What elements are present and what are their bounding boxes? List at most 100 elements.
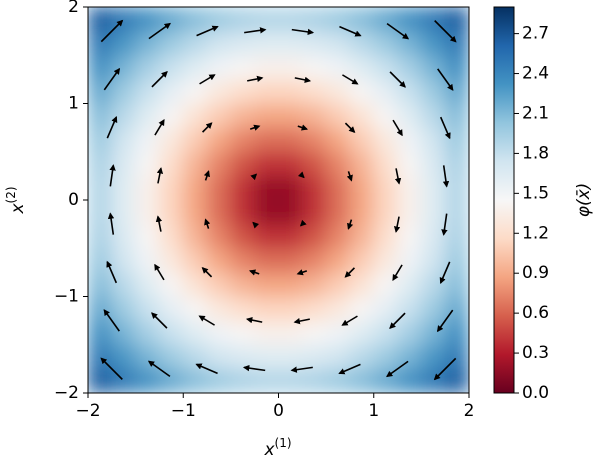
arrow — [339, 25, 362, 37]
x-axis-label-sup: (1) — [275, 436, 292, 450]
field-cell — [182, 199, 208, 225]
field-cell — [278, 344, 303, 370]
x-tick-label: 0 — [273, 401, 284, 421]
field-cell — [373, 271, 399, 297]
x-axis-label: x(1) — [263, 436, 291, 461]
field-cell — [397, 54, 422, 80]
arrow — [147, 360, 171, 378]
field-cell — [420, 175, 446, 201]
field-cell — [301, 175, 327, 201]
field-cell — [373, 247, 399, 273]
field-cell — [349, 320, 375, 346]
field-cell — [111, 78, 137, 104]
x-axis-label-base: x — [263, 440, 275, 460]
field-cell — [206, 127, 232, 153]
field-cell — [373, 30, 399, 56]
field-cell — [254, 175, 279, 201]
field-cell — [373, 368, 399, 393]
field-cell — [111, 271, 137, 297]
arrow — [148, 22, 171, 40]
field-cell — [444, 247, 469, 273]
field-cell — [254, 30, 279, 56]
field-cell — [135, 271, 160, 297]
y-tick-label: 0 — [68, 190, 79, 210]
arrow — [252, 221, 260, 229]
field-cell — [278, 103, 303, 129]
field-cell — [158, 30, 184, 56]
arrow — [393, 216, 401, 233]
field-cell — [230, 368, 256, 393]
field-cell — [349, 175, 375, 201]
arrow — [442, 165, 450, 188]
field-cell — [420, 247, 446, 273]
field-cell — [301, 103, 327, 129]
field-cell — [158, 103, 184, 129]
field-cell — [206, 247, 232, 273]
field-cell — [301, 223, 327, 249]
field-cell — [444, 54, 469, 80]
arrow — [203, 170, 210, 181]
field-cell — [254, 223, 279, 249]
field-cell — [397, 151, 422, 177]
field-cell — [278, 30, 303, 56]
x-tick-label: 1 — [368, 401, 379, 421]
colorbar-tick-label: 1.2 — [522, 223, 549, 243]
arrow — [244, 27, 267, 34]
field-cell — [206, 344, 232, 370]
field-cell — [301, 296, 327, 322]
field-cell — [158, 127, 184, 153]
field-cell — [230, 151, 256, 177]
field-cell — [135, 127, 160, 153]
arrow — [434, 20, 457, 43]
field-cell — [135, 151, 160, 177]
field-cell — [135, 368, 160, 393]
field-cell — [182, 368, 208, 393]
arrow — [250, 173, 258, 181]
field-cell — [373, 296, 399, 322]
field-cell — [397, 199, 422, 225]
field-cell — [444, 151, 469, 177]
field-cell — [230, 103, 256, 129]
field-cell — [135, 103, 160, 129]
field-cell — [182, 30, 208, 56]
field-cell — [325, 127, 351, 153]
field-cell — [397, 223, 422, 249]
colorbar-tick-label: 1.8 — [522, 143, 549, 163]
field-cell — [230, 199, 256, 225]
arrow — [198, 315, 215, 326]
field-cell — [230, 296, 256, 322]
field-cell — [325, 7, 351, 32]
field-cell — [278, 54, 303, 80]
arrow — [109, 164, 116, 187]
field-cell — [349, 30, 375, 56]
field-cell — [254, 320, 279, 346]
arrow — [441, 213, 448, 236]
field-cell — [230, 271, 256, 297]
field-cell — [444, 223, 469, 249]
arrow — [155, 215, 163, 232]
field-cell — [349, 223, 375, 249]
field-cell — [349, 7, 375, 32]
field-cell — [182, 296, 208, 322]
field-cell — [135, 199, 160, 225]
arrow — [106, 115, 118, 139]
arrow — [439, 261, 451, 285]
field-cell — [230, 78, 256, 104]
field-cell — [420, 271, 446, 297]
arrow — [386, 22, 410, 40]
field-cell — [254, 127, 279, 153]
field-cell — [158, 151, 184, 177]
field-cell — [230, 54, 256, 80]
arrow — [151, 312, 168, 329]
field-cell — [301, 151, 327, 177]
arrow — [299, 219, 307, 227]
field-cell — [301, 78, 327, 104]
field-cell — [182, 7, 208, 32]
colorbar — [493, 6, 515, 394]
arrow — [439, 116, 451, 140]
field-cell — [397, 175, 422, 201]
field-cell — [206, 223, 232, 249]
field-cell — [420, 151, 446, 177]
field-cell — [397, 271, 422, 297]
field-cell — [111, 175, 137, 201]
